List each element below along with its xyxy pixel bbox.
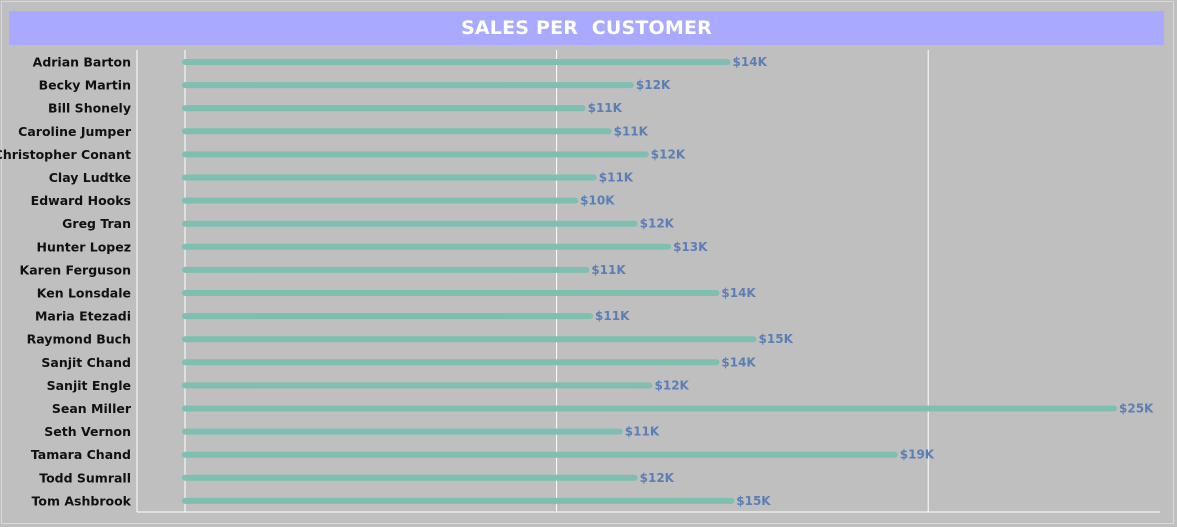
data-label: $15K <box>736 494 771 508</box>
category-label: Sean Miller <box>52 401 132 416</box>
data-label: $19K <box>900 448 935 462</box>
data-label: $12K <box>651 147 686 161</box>
category-label: Bill Shonely <box>48 101 131 116</box>
category-label: Ken Lonsdale <box>37 286 131 301</box>
data-label: $12K <box>655 378 690 392</box>
chart-title: SALES PER CUSTOMER <box>9 11 1164 45</box>
category-label: Tom Ashbrook <box>32 493 132 508</box>
data-label: $11K <box>595 309 630 323</box>
category-label: Caroline Jumper <box>18 124 132 139</box>
data-label: $25K <box>1119 402 1154 416</box>
data-label: $14K <box>733 55 768 69</box>
data-label: $14K <box>721 286 756 300</box>
category-label: Todd Sumrall <box>39 470 131 485</box>
category-label: Hunter Lopez <box>37 239 131 254</box>
data-label: $14K <box>721 355 756 369</box>
category-label: Tamara Chand <box>31 447 131 462</box>
data-label: $11K <box>625 425 660 439</box>
data-label: $11K <box>588 101 623 115</box>
data-label: $15K <box>759 332 794 346</box>
category-label: Edward Hooks <box>31 193 131 208</box>
data-label: $11K <box>599 171 634 185</box>
data-label: $10K <box>580 194 615 208</box>
data-label: $12K <box>640 217 675 231</box>
category-label: Adrian Barton <box>33 55 131 70</box>
category-label: Seth Vernon <box>44 424 131 439</box>
category-label: Becky Martin <box>39 78 131 93</box>
data-label: $11K <box>591 263 626 277</box>
data-label: $12K <box>640 471 675 485</box>
data-label: $13K <box>673 240 708 254</box>
category-label: Christopher Conant <box>0 147 131 162</box>
category-label: Clay Ludtke <box>49 170 131 185</box>
data-label: $12K <box>636 78 671 92</box>
category-label: Maria Etezadi <box>35 309 131 324</box>
data-label: $11K <box>614 124 649 138</box>
category-label: Greg Tran <box>62 216 131 231</box>
category-label: Karen Ferguson <box>20 262 131 277</box>
category-label: Sanjit Chand <box>41 355 131 370</box>
category-label: Sanjit Engle <box>47 378 131 393</box>
category-label: Raymond Buch <box>27 332 131 347</box>
